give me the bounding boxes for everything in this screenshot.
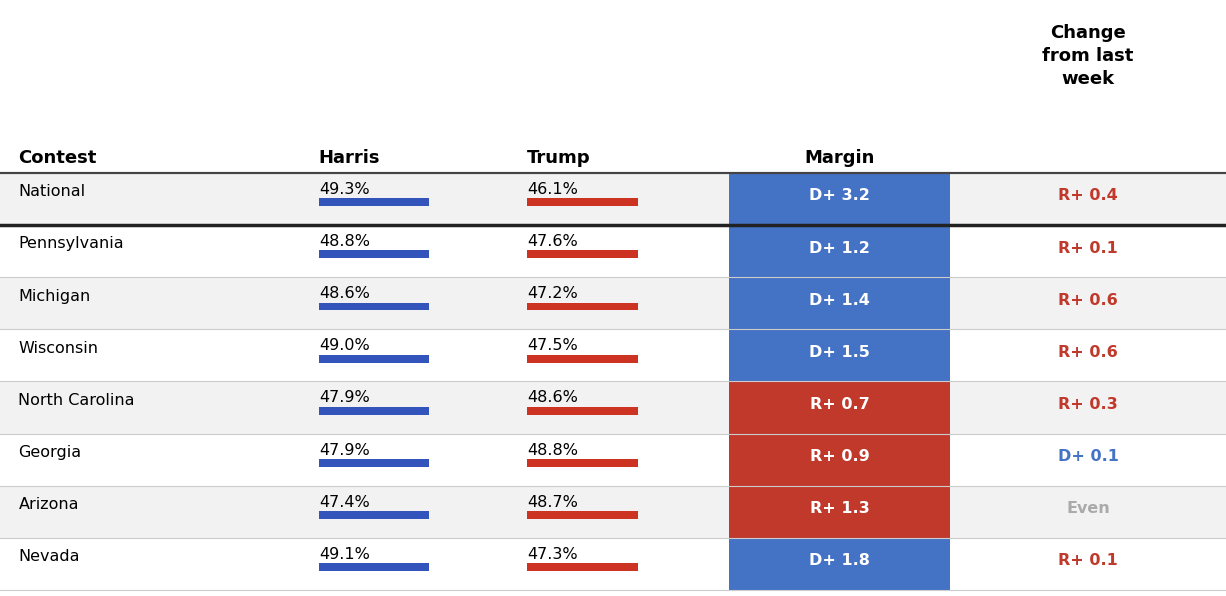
Bar (319, 511, 429, 519)
Text: 48.8%: 48.8% (527, 443, 579, 458)
Text: 46.1%: 46.1% (527, 182, 577, 197)
Text: R+ 0.4: R+ 0.4 (1058, 188, 1118, 203)
Text: R+ 0.6: R+ 0.6 (1058, 293, 1118, 308)
Bar (319, 250, 429, 258)
Bar (527, 563, 638, 571)
Text: R+ 0.1: R+ 0.1 (1058, 554, 1118, 569)
Bar (729, 538, 950, 590)
Bar (729, 173, 950, 225)
Text: 49.1%: 49.1% (319, 547, 369, 562)
Text: Pennsylvania: Pennsylvania (18, 237, 124, 252)
Text: D+ 1.5: D+ 1.5 (809, 345, 870, 360)
Text: D+ 1.4: D+ 1.4 (809, 293, 870, 308)
Text: 47.9%: 47.9% (319, 443, 369, 458)
Text: Even: Even (1067, 501, 1110, 516)
Text: Harris: Harris (319, 149, 380, 167)
Text: 47.4%: 47.4% (319, 495, 369, 510)
Text: 48.6%: 48.6% (319, 286, 369, 301)
Text: 49.3%: 49.3% (319, 182, 369, 197)
Text: R+ 1.3: R+ 1.3 (810, 501, 869, 516)
Bar (0, 381, 1226, 434)
Bar (0, 225, 1226, 277)
Bar (319, 459, 429, 467)
Text: R+ 0.1: R+ 0.1 (1058, 241, 1118, 256)
Bar (527, 459, 638, 467)
Text: Georgia: Georgia (18, 445, 81, 460)
Bar (0, 329, 1226, 381)
Text: 48.8%: 48.8% (319, 234, 370, 249)
Text: R+ 0.6: R+ 0.6 (1058, 345, 1118, 360)
Text: D+ 0.1: D+ 0.1 (1058, 449, 1118, 464)
Text: 48.7%: 48.7% (527, 495, 577, 510)
Text: R+ 0.9: R+ 0.9 (810, 449, 869, 464)
Bar (319, 355, 429, 362)
Bar (729, 225, 950, 277)
Bar (527, 355, 638, 362)
Bar (729, 277, 950, 329)
Text: Michigan: Michigan (18, 288, 91, 303)
Text: R+ 0.3: R+ 0.3 (1058, 397, 1118, 412)
Bar (527, 198, 638, 206)
Text: 48.6%: 48.6% (527, 390, 577, 405)
Text: Margin: Margin (804, 149, 875, 167)
Bar (527, 407, 638, 415)
Text: 47.6%: 47.6% (527, 234, 577, 249)
Text: 49.0%: 49.0% (319, 339, 369, 353)
Text: 47.2%: 47.2% (527, 286, 577, 301)
Bar (319, 198, 429, 206)
Bar (729, 486, 950, 538)
Bar (319, 407, 429, 415)
Bar (0, 277, 1226, 329)
Bar (527, 250, 638, 258)
Text: Change
from last
week: Change from last week (1042, 24, 1134, 88)
Text: Contest: Contest (18, 149, 97, 167)
Bar (0, 486, 1226, 538)
Text: Nevada: Nevada (18, 550, 80, 564)
Text: Trump: Trump (527, 149, 591, 167)
Text: D+ 1.8: D+ 1.8 (809, 554, 870, 569)
Text: R+ 0.7: R+ 0.7 (810, 397, 869, 412)
Text: North Carolina: North Carolina (18, 393, 135, 408)
Bar (0, 434, 1226, 486)
Bar (319, 563, 429, 571)
Text: 47.3%: 47.3% (527, 547, 577, 562)
Bar (729, 434, 950, 486)
Bar (527, 511, 638, 519)
Text: D+ 3.2: D+ 3.2 (809, 188, 870, 203)
Text: 47.9%: 47.9% (319, 390, 369, 405)
Bar (527, 303, 638, 311)
Bar (0, 173, 1226, 225)
Text: 47.5%: 47.5% (527, 339, 577, 353)
Bar (0, 538, 1226, 590)
Text: Arizona: Arizona (18, 497, 78, 512)
Bar (319, 303, 429, 311)
Text: National: National (18, 184, 86, 199)
Bar (729, 381, 950, 434)
Text: D+ 1.2: D+ 1.2 (809, 241, 870, 256)
Text: Wisconsin: Wisconsin (18, 341, 98, 356)
Bar (729, 329, 950, 381)
